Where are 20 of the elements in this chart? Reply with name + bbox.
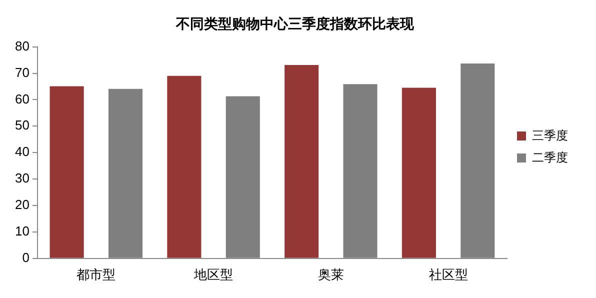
y-tick-label: 80 [14, 38, 30, 54]
bar [50, 86, 84, 258]
y-tick-label: 0 [22, 250, 30, 265]
bar [402, 88, 436, 258]
x-tick-label: 地区型 [193, 266, 234, 282]
y-tick-label: 30 [14, 170, 30, 186]
y-tick-label: 40 [14, 144, 30, 160]
chart-title: 不同类型购物中心三季度指数环比表现 [175, 15, 415, 32]
x-tick-label: 奥莱 [318, 266, 344, 282]
bar [167, 76, 202, 258]
y-tick-label: 10 [14, 224, 30, 239]
legend-label: 三季度 [532, 128, 568, 142]
y-tick-label: 20 [14, 197, 30, 212]
bar [284, 65, 319, 258]
x-tick-label: 都市型 [76, 266, 116, 282]
y-tick-label: 60 [14, 91, 30, 106]
x-tick-label: 社区型 [428, 266, 468, 282]
y-tick-label: 50 [14, 118, 30, 133]
y-tick-label: 70 [14, 64, 30, 80]
legend-label: 二季度 [532, 150, 568, 164]
